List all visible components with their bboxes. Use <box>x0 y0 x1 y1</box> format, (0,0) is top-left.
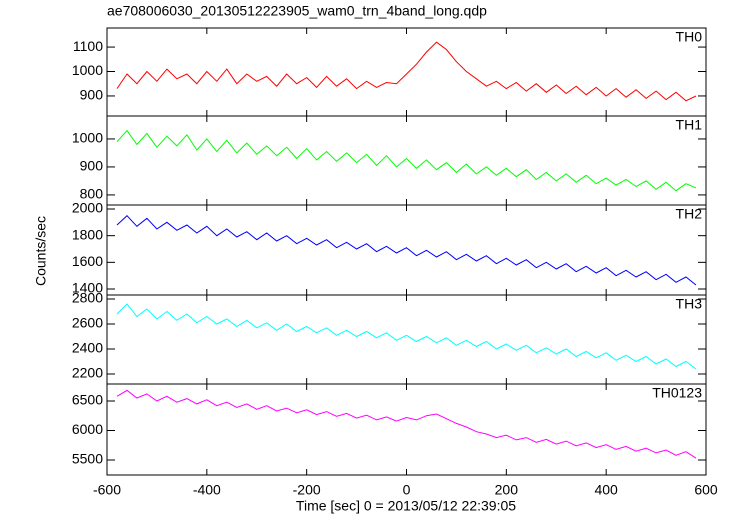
y-tick-label: 800 <box>80 186 104 202</box>
data-line <box>116 214 697 286</box>
series-label: TH0 <box>676 29 703 45</box>
panel-frame <box>106 294 707 385</box>
y-tick-label: 1100 <box>73 38 103 54</box>
y-tick-label: 2400 <box>72 340 103 356</box>
y-tick-label: 6500 <box>72 392 103 408</box>
data-line <box>116 389 697 459</box>
chart-title: ae708006030_20130512223905_wam0_trn_4ban… <box>107 3 487 19</box>
y-tick-label: 2800 <box>72 290 103 306</box>
y-tick-label: 1000 <box>72 62 103 78</box>
y-tick-label: 6000 <box>72 421 103 437</box>
x-tick-label: 200 <box>495 482 519 498</box>
x-tick-label: 0 <box>403 482 411 498</box>
data-line <box>116 129 697 192</box>
y-tick-label: 900 <box>80 87 104 103</box>
data-line <box>116 41 697 102</box>
x-tick-label: 600 <box>694 482 718 498</box>
y-tick-label: 1000 <box>72 130 103 146</box>
panel-frame <box>106 115 707 206</box>
y-tick-label: 1600 <box>72 253 103 269</box>
y-tick-label: 5500 <box>72 451 103 467</box>
data-line <box>116 303 697 370</box>
panel-frame <box>106 27 707 117</box>
y-axis-label: Counts/sec <box>33 216 49 286</box>
y-tick-label: 2000 <box>72 200 103 216</box>
series-label: TH2 <box>676 206 703 222</box>
y-tick-label: 2600 <box>72 315 103 331</box>
x-tick-label: -400 <box>193 482 221 498</box>
y-tick-label: 1400 <box>72 280 103 296</box>
x-tick-label: -600 <box>93 482 121 498</box>
y-tick-label: 2200 <box>72 365 103 381</box>
x-tick-label: 400 <box>594 482 618 498</box>
panel-frame <box>106 204 707 296</box>
series-label: TH0123 <box>652 385 702 401</box>
x-axis-label: Time [sec] 0 = 2013/05/12 22:39:05 <box>296 498 516 514</box>
y-tick-label: 900 <box>80 158 104 174</box>
y-tick-label: 1800 <box>72 226 103 242</box>
series-label: TH1 <box>676 117 703 133</box>
panel-frame <box>106 383 707 476</box>
x-tick-label: -200 <box>293 482 321 498</box>
series-label: TH3 <box>676 296 703 312</box>
